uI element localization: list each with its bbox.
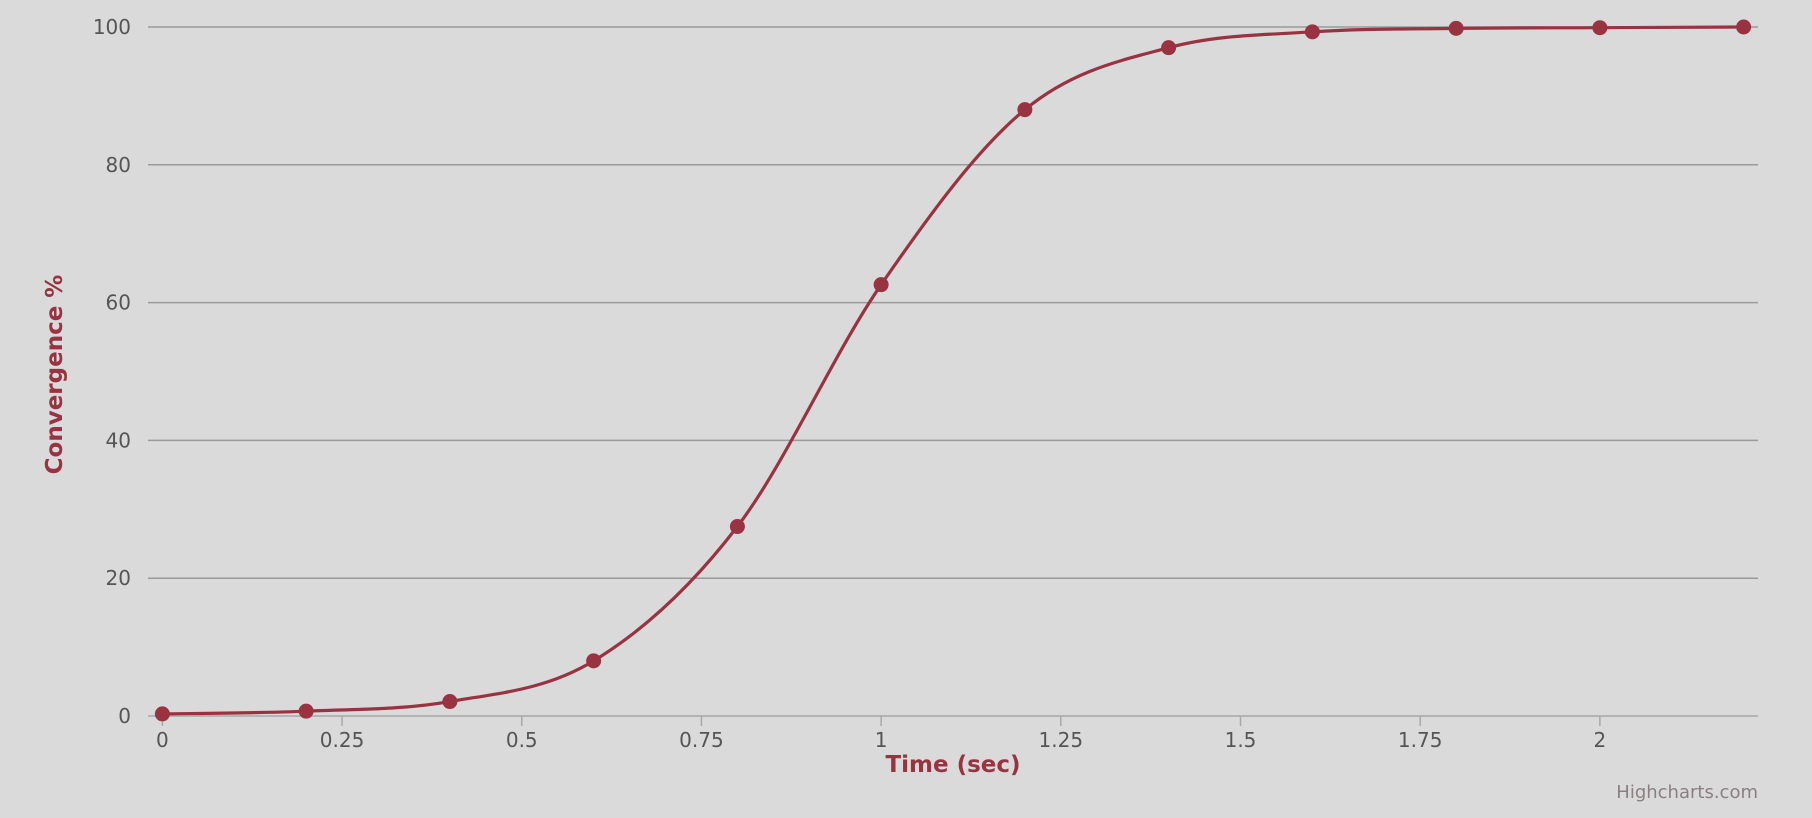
data-point-11[interactable] <box>1736 19 1752 35</box>
data-point-9[interactable] <box>1448 20 1464 36</box>
x-tick-label-7: 1.75 <box>1398 728 1443 752</box>
series-points[interactable] <box>154 19 1752 722</box>
y-tick-label-1: 20 <box>106 566 131 590</box>
data-point-0[interactable] <box>154 706 170 722</box>
data-point-3[interactable] <box>586 653 602 669</box>
y-tick-label-3: 60 <box>106 291 131 315</box>
y-axis-title: Convergence % <box>42 275 68 475</box>
data-point-4[interactable] <box>729 519 745 535</box>
x-axis-title: Time (sec) <box>885 752 1020 778</box>
y-tick-label-4: 80 <box>106 153 131 177</box>
data-point-6[interactable] <box>1017 102 1033 118</box>
x-tick-label-4: 1 <box>875 728 888 752</box>
y-axis-ticks: 0 20 40 60 80 100 <box>93 15 131 728</box>
y-tick-label-0: 0 <box>118 704 131 728</box>
data-point-1[interactable] <box>298 703 314 719</box>
x-tick-label-2: 0.5 <box>506 728 538 752</box>
x-tick-label-0: 0 <box>156 728 169 752</box>
x-tick-label-1: 0.25 <box>320 728 365 752</box>
x-axis-ticks: 0 0.25 0.5 0.75 1 1.25 1.5 1.75 2 <box>156 716 1606 752</box>
data-point-5[interactable] <box>873 277 889 293</box>
x-tick-label-5: 1.25 <box>1039 728 1084 752</box>
x-tick-label-8: 2 <box>1594 728 1607 752</box>
data-point-7[interactable] <box>1161 40 1177 56</box>
x-tick-label-6: 1.5 <box>1225 728 1257 752</box>
x-tick-label-3: 0.75 <box>679 728 724 752</box>
series-line <box>162 25 1744 716</box>
data-point-10[interactable] <box>1592 20 1608 36</box>
y-tick-label-2: 40 <box>106 428 131 452</box>
data-point-2[interactable] <box>442 694 458 710</box>
grid-lines <box>148 26 1758 579</box>
y-tick-label-5: 100 <box>93 15 131 39</box>
data-point-8[interactable] <box>1304 24 1320 40</box>
credits-link[interactable]: Highcharts.com <box>1616 782 1758 803</box>
